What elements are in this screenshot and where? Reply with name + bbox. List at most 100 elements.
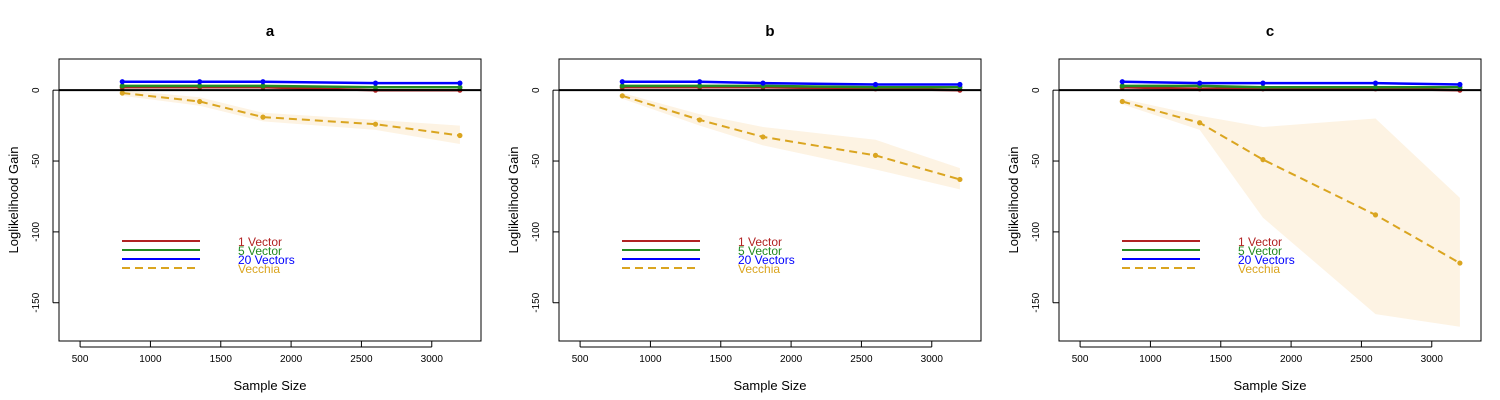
chart-title: a xyxy=(266,23,275,40)
data-point-5-vector xyxy=(1372,84,1379,90)
y-tick-label: -50 xyxy=(31,153,42,168)
data-point-5-vector xyxy=(619,83,625,89)
data-point-5-vector xyxy=(1119,83,1125,89)
data-point-vecchia xyxy=(1457,260,1463,266)
legend-label: 5 Vector xyxy=(238,244,282,258)
data-point-vecchia xyxy=(760,134,766,140)
data-point-vecchia xyxy=(697,117,703,123)
x-tick-label: 1000 xyxy=(139,354,162,365)
x-tick-label: 500 xyxy=(572,354,589,365)
confidence-band-vecchia xyxy=(122,90,460,144)
y-tick-label: 0 xyxy=(31,87,42,93)
series-line-20-vectors xyxy=(622,80,960,86)
x-axis-label: Sample Size xyxy=(234,378,307,393)
legend-label: 5 Vector xyxy=(738,244,782,258)
data-point-5-vector xyxy=(1260,84,1266,90)
x-tick-label: 1500 xyxy=(1210,354,1233,365)
series-line-5-vector xyxy=(1122,84,1460,89)
confidence-band-vecchia xyxy=(1122,98,1460,327)
legend-label: Vecchia xyxy=(738,262,780,276)
series-line-5-vector xyxy=(622,84,960,89)
legend-label: 1 Vector xyxy=(238,235,282,249)
series-line-vecchia xyxy=(1122,100,1461,264)
chart-title: b xyxy=(765,23,774,40)
series-line-20-vectors xyxy=(1122,80,1460,86)
legend-label: Vecchia xyxy=(238,262,280,276)
legend-label: 1 Vector xyxy=(738,235,782,249)
data-point-20-vectors xyxy=(619,79,625,85)
x-tick-label: 3000 xyxy=(1421,354,1444,365)
data-point-20-vectors xyxy=(1197,80,1203,86)
x-tick-label: 2000 xyxy=(780,354,803,365)
y-tick-label: 0 xyxy=(531,87,542,93)
data-point-vecchia xyxy=(619,93,625,99)
legend-label: 1 Vector xyxy=(1238,235,1282,249)
plot-frame xyxy=(1058,58,1482,342)
data-point-vecchia xyxy=(1372,212,1379,218)
y-axis-label: Loglikelihood Gain xyxy=(1006,147,1021,254)
x-tick-label: 1000 xyxy=(639,354,662,365)
data-point-vecchia xyxy=(197,98,203,105)
data-point-vecchia xyxy=(119,90,125,96)
chart-panel-b: b 500 1000 1500 2000 2500 3000 0 -50 -100 -150 Samp… xyxy=(506,23,982,393)
y-tick-label: -100 xyxy=(531,221,542,241)
y-tick-label: -50 xyxy=(1031,153,1042,168)
data-point-vecchia xyxy=(1197,120,1203,126)
chart-panel-a: a 500 1000 1500 2000 2500 3000 0 -50 -100 -150 Samp… xyxy=(6,23,482,393)
legend-label: 20 Vectors xyxy=(738,253,795,267)
data-point-5-vector xyxy=(372,84,379,90)
data-point-20-vectors xyxy=(372,80,379,86)
x-tick-label: 3000 xyxy=(921,354,944,365)
data-point-20-vectors xyxy=(119,79,125,85)
data-point-vecchia xyxy=(957,176,963,183)
data-point-5-vector xyxy=(197,83,203,89)
data-point-vecchia xyxy=(457,132,463,139)
y-tick-label: -100 xyxy=(1031,221,1042,241)
data-point-20-vectors xyxy=(457,80,463,86)
x-tick-label: 500 xyxy=(72,354,89,365)
data-point-20-vectors xyxy=(197,79,203,85)
data-point-vecchia xyxy=(1260,157,1266,163)
plot-frame xyxy=(558,58,982,342)
data-point-20-vectors xyxy=(1260,80,1266,86)
legend-label: 20 Vectors xyxy=(238,253,295,267)
x-axis-label: Sample Size xyxy=(734,378,807,393)
y-tick-label: -150 xyxy=(531,292,542,312)
chart-title: c xyxy=(1266,23,1274,40)
x-tick-label: 3000 xyxy=(421,354,444,365)
x-tick-label: 1500 xyxy=(710,354,733,365)
data-point-5-vector xyxy=(697,83,703,89)
data-point-vecchia xyxy=(260,114,266,120)
data-point-vecchia xyxy=(372,121,379,127)
data-point-20-vectors xyxy=(260,79,266,85)
y-tick-label: -50 xyxy=(531,153,542,168)
data-point-5-vector xyxy=(119,83,125,89)
series-line-20-vectors xyxy=(122,80,460,85)
series-line-5-vector xyxy=(122,84,460,89)
data-point-20-vectors xyxy=(872,81,879,88)
data-point-vecchia xyxy=(872,152,879,158)
plot-frame xyxy=(58,58,482,342)
x-tick-label: 1000 xyxy=(1139,354,1162,365)
chart-panel-c: c 500 1000 1500 2000 2500 3000 0 -50 -100 -150 Samp… xyxy=(1006,23,1482,393)
x-tick-label: 2000 xyxy=(1280,354,1303,365)
legend-label: Vecchia xyxy=(1238,262,1280,276)
x-tick-label: 1500 xyxy=(210,354,233,365)
data-point-20-vectors xyxy=(1372,80,1379,86)
y-tick-label: 0 xyxy=(1031,87,1042,93)
legend-label: 5 Vector xyxy=(1238,244,1282,258)
data-point-5-vector xyxy=(457,84,463,90)
data-point-20-vectors xyxy=(1457,81,1463,88)
data-point-20-vectors xyxy=(697,79,703,85)
x-axis-label: Sample Size xyxy=(1234,378,1307,393)
y-tick-label: -100 xyxy=(31,221,42,241)
data-point-5-vector xyxy=(260,83,266,89)
y-tick-label: -150 xyxy=(31,292,42,312)
x-tick-label: 2000 xyxy=(280,354,303,365)
y-axis-label: Loglikelihood Gain xyxy=(506,147,521,254)
y-tick-label: -150 xyxy=(1031,292,1042,312)
x-tick-label: 2500 xyxy=(1350,354,1373,365)
x-tick-label: 500 xyxy=(1072,354,1089,365)
data-point-20-vectors xyxy=(760,80,766,86)
